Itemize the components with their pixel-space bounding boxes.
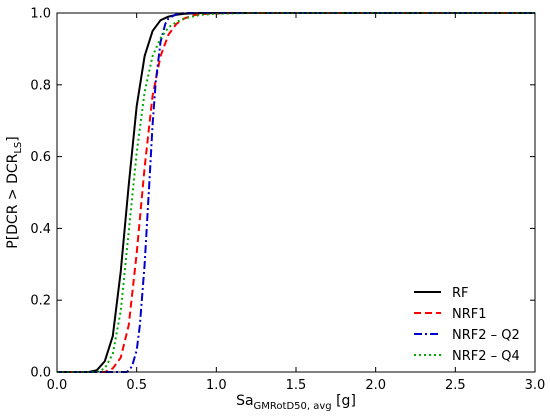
legend-label: NRF2 – Q4: [452, 349, 520, 364]
y-tick-label: 0.6: [30, 150, 51, 165]
plot-frame: [56, 12, 536, 373]
x-axis-label-unit: [g]: [332, 393, 356, 409]
y-axis-label-sub: LS: [13, 142, 24, 154]
x-axis-label-sub: GMRotD50, avg: [254, 401, 332, 412]
legend: RF NRF1 NRF2 – Q2 NRF2 – Q4: [414, 286, 520, 364]
x-tick-label: 0.0: [47, 378, 68, 393]
x-tick-label: 1.5: [286, 378, 307, 393]
y-tick-label: 0.8: [30, 78, 51, 93]
x-axis-label: SaGMRotD50, avg [g]: [236, 393, 356, 412]
y-tick-label: 0.4: [30, 222, 51, 237]
y-axis-label: P[DCR > DCRLS]: [5, 136, 24, 249]
y-axis-label-suffix: ]: [5, 136, 21, 141]
legend-label: NRF1: [452, 307, 487, 322]
x-tick-label: 1.0: [206, 378, 227, 393]
legend-label: RF: [452, 286, 469, 301]
x-tick-label: 2.0: [365, 378, 386, 393]
y-axis-label-prefix: P[DCR > DCR: [5, 153, 21, 248]
x-tick-label: 0.5: [126, 378, 147, 393]
axis-ticks: 0.0 0.5 1.0 1.5 2.0 2.5 3.0 0.0 0.2 0.4 0.6 0.8 1.0: [30, 7, 545, 394]
legend-label: NRF2 – Q2: [452, 328, 520, 343]
y-tick-label: 1.0: [30, 7, 51, 22]
series-line-2: [57, 12, 535, 373]
x-axis-label-main: Sa: [236, 393, 253, 409]
x-tick-label: 2.5: [445, 378, 466, 393]
x-tick-label: 3.0: [525, 378, 546, 393]
y-tick-label: 0.0: [30, 366, 51, 381]
y-tick-label: 0.2: [30, 294, 51, 309]
